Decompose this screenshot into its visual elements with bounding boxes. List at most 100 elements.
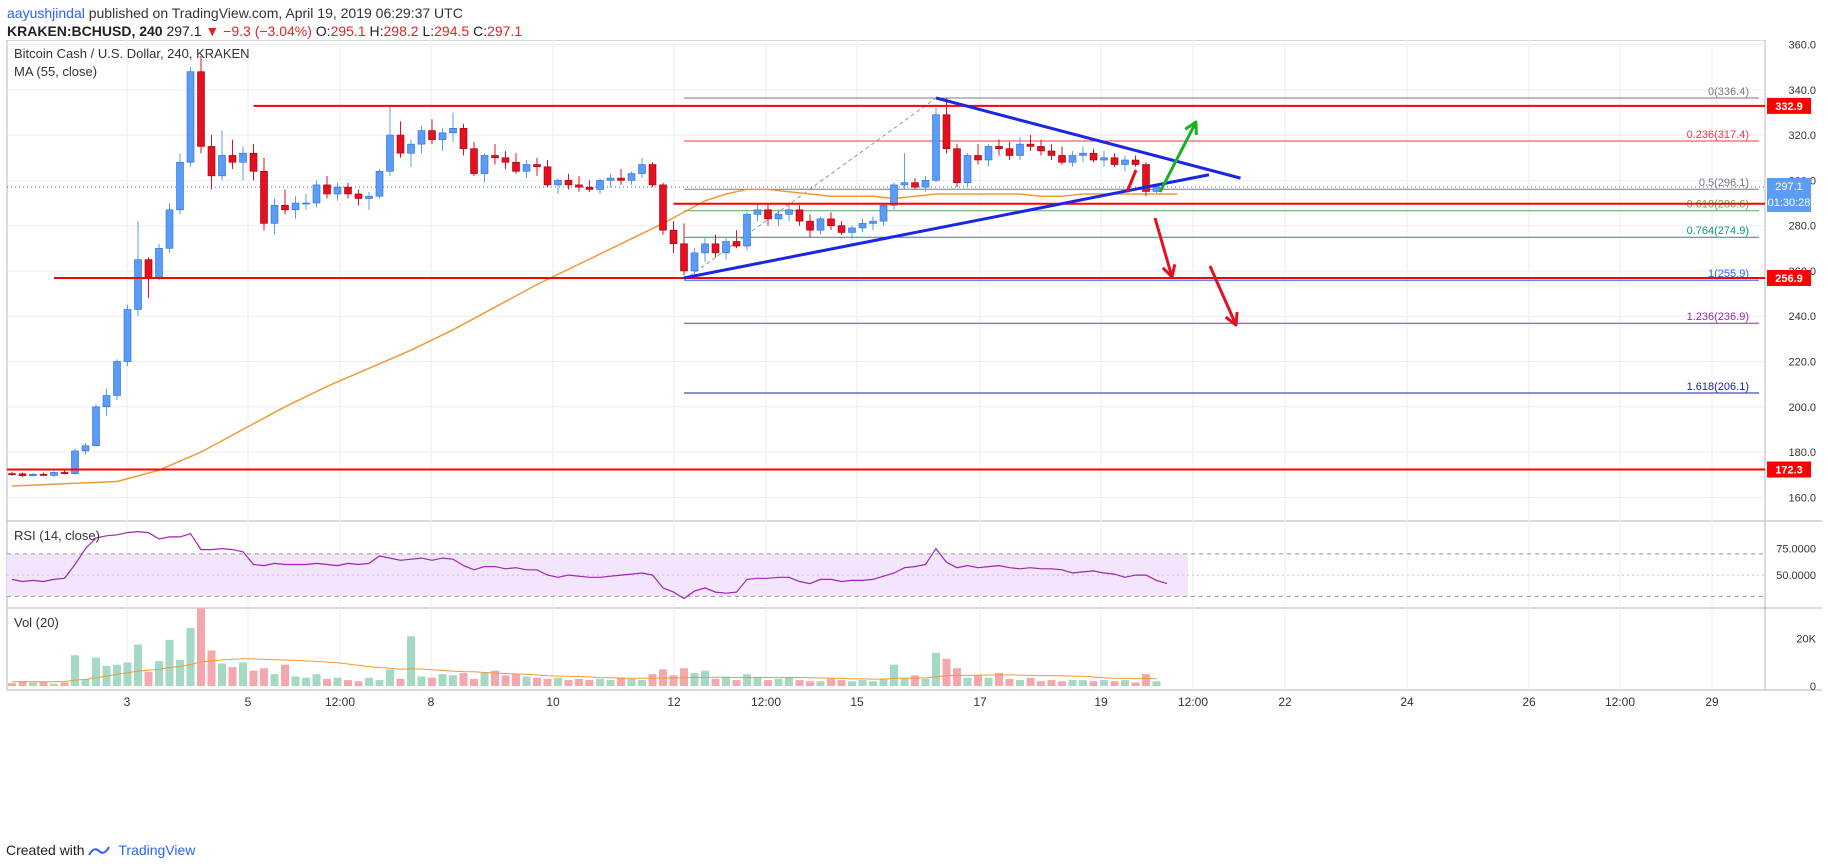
- volume-bar: [344, 680, 352, 686]
- candle: [953, 144, 961, 188]
- candle-body: [869, 220, 877, 224]
- candle: [29, 472, 37, 477]
- candle: [806, 214, 814, 237]
- volume-bar: [533, 677, 541, 686]
- candle: [281, 189, 289, 215]
- volume-bar: [858, 680, 867, 686]
- candle: [533, 157, 541, 176]
- candle: [564, 173, 573, 190]
- candle-body: [806, 220, 814, 231]
- footer: Created with TradingView: [6, 842, 195, 858]
- candle: [113, 359, 121, 400]
- candle: [186, 67, 195, 167]
- volume-bar: [144, 671, 153, 686]
- chart-header: aayushjindal published on TradingView.co…: [7, 3, 1822, 43]
- volume-bar: [512, 674, 520, 686]
- candle-body: [890, 184, 898, 206]
- ticker-label: KRAKEN:BCHUSD, 240: [7, 23, 163, 39]
- author-link[interactable]: aayushjindal: [7, 5, 85, 21]
- y-tick-label: 340.0: [1788, 85, 1816, 97]
- candle-body: [1089, 152, 1098, 161]
- volume-bar: [270, 674, 279, 686]
- candle-body: [18, 473, 27, 476]
- candle-body: [102, 395, 111, 408]
- x-tick-label: 26: [1522, 695, 1536, 709]
- last-price-tag: [1767, 177, 1811, 212]
- candle: [102, 388, 111, 416]
- volume-bar: [134, 644, 142, 686]
- candle-body: [123, 309, 132, 362]
- candle: [1079, 146, 1087, 163]
- volume-bar: [1142, 674, 1150, 686]
- candle: [8, 472, 16, 476]
- candle: [197, 55, 205, 154]
- tradingview-brand-link[interactable]: TradingView: [118, 842, 196, 858]
- candle-body: [176, 161, 184, 211]
- candle: [407, 139, 415, 167]
- candle-body: [963, 155, 972, 183]
- candle-body: [1131, 159, 1140, 165]
- candle: [18, 472, 27, 477]
- candle: [60, 470, 69, 475]
- volume-bar: [39, 681, 48, 686]
- candle: [942, 97, 951, 154]
- volume-tick-label: 0: [1810, 681, 1816, 693]
- low-label: L:: [422, 23, 435, 39]
- candle-body: [249, 152, 258, 172]
- candle-body: [291, 202, 300, 211]
- volume-bar: [1110, 681, 1119, 686]
- candle-body: [260, 171, 268, 224]
- candle-body: [879, 204, 888, 222]
- x-tick-label: 22: [1278, 695, 1292, 709]
- chart-canvas[interactable]: 3 5 12:00 8 10 12 12:00 15 17 19 12:00 22 24 26 12:00 2…: [0, 40, 1828, 840]
- volume-bar: [81, 678, 90, 686]
- volume-bar: [281, 664, 289, 686]
- candle-body: [134, 259, 142, 310]
- bullish-arrow-shaft: [1158, 121, 1198, 193]
- volume-bar: [1016, 680, 1024, 686]
- volume-bar: [816, 681, 825, 686]
- candle-body: [827, 218, 835, 226]
- volume-bar: [932, 652, 940, 686]
- candle: [480, 153, 489, 183]
- candle-body: [900, 182, 909, 186]
- candle: [785, 205, 793, 222]
- volume-bar: [239, 662, 247, 686]
- volume-bar: [60, 682, 69, 686]
- candle: [1131, 155, 1140, 167]
- volume-bar: [375, 680, 384, 686]
- volume-bar: [869, 681, 877, 686]
- candle: [743, 212, 751, 251]
- candle-body: [659, 184, 667, 231]
- candle-body: [512, 161, 520, 172]
- volume-bar: [480, 672, 489, 686]
- candle: [123, 304, 132, 367]
- candle: [344, 182, 352, 199]
- volume-bar: [470, 678, 478, 686]
- volume-bar: [207, 650, 216, 686]
- x-tick-label: 17: [973, 695, 987, 709]
- candle-body: [1100, 157, 1108, 161]
- bullish-arrow: [1158, 120, 1198, 193]
- candle-body: [638, 164, 646, 174]
- trendline-lower: [683, 173, 1210, 280]
- candle-body: [764, 209, 772, 220]
- candle: [701, 236, 709, 262]
- candle-body: [375, 171, 384, 197]
- candle-body: [186, 71, 195, 163]
- candle: [816, 216, 825, 235]
- candle-body: [648, 164, 657, 186]
- volume-bar: [911, 675, 919, 686]
- bullish-arrow-head: [1184, 120, 1198, 136]
- candle: [365, 191, 373, 210]
- y-tick-label: 200.0: [1788, 402, 1816, 414]
- candle: [732, 230, 741, 249]
- level-price-label: 256.9: [1775, 273, 1803, 285]
- volume-title: Vol (20): [14, 615, 59, 630]
- candle-body: [848, 227, 856, 233]
- volume-bar: [18, 681, 27, 686]
- candle-body: [365, 195, 373, 199]
- volume-bar: [953, 668, 961, 686]
- candle: [50, 471, 58, 477]
- volume-bar: [648, 674, 657, 686]
